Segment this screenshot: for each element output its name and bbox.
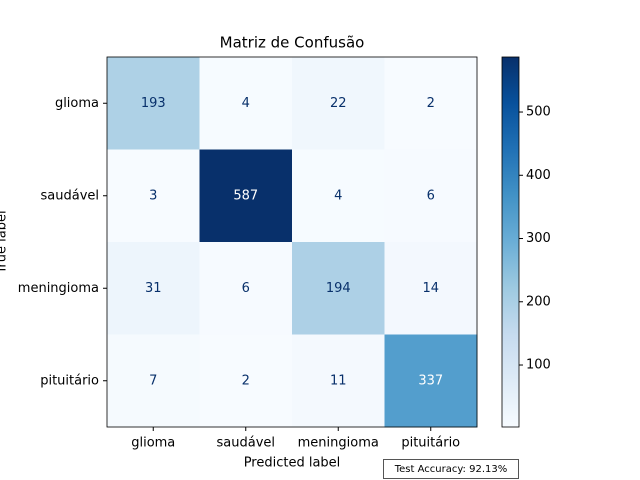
cell-label: 31: [145, 281, 162, 296]
cell-label: 587: [233, 188, 258, 203]
colorbar: [501, 56, 520, 428]
cell-label: 6: [242, 281, 250, 296]
cell-label: 337: [418, 373, 443, 388]
cell: [199, 242, 293, 335]
cell: [107, 242, 200, 335]
x-tick-label: saudável: [217, 436, 276, 451]
cell: [292, 57, 385, 150]
y-tick-label: pituitário: [40, 373, 99, 388]
y-axis-label: True label: [0, 210, 10, 274]
cell: [199, 334, 293, 428]
annotation: Test Accuracy: 92.13%: [394, 464, 507, 475]
y-tick-label: glioma: [55, 96, 99, 111]
cell-label: 22: [330, 96, 347, 111]
cell: [292, 149, 385, 243]
cell: [199, 149, 293, 243]
colorbar-tick-label: 500: [526, 105, 551, 120]
cell: [292, 334, 385, 428]
cell: [199, 57, 293, 150]
cell-label: 2: [427, 96, 435, 111]
colorbar-tick-label: 200: [526, 294, 551, 309]
annotation-box: [383, 459, 519, 479]
cell-label: 2: [242, 373, 250, 388]
colorbar-tick-label: 100: [526, 358, 551, 373]
cell-label: 4: [242, 96, 250, 111]
y-tick-label: saudável: [41, 188, 100, 203]
x-axis-label: Predicted label: [244, 456, 341, 471]
x-tick-label: meningioma: [298, 436, 379, 451]
colorbar-tick-label: 400: [526, 168, 551, 183]
cell-label: 14: [422, 281, 439, 296]
cell-label: 11: [330, 373, 347, 388]
cell: [107, 149, 200, 243]
colorbar-tick-label: 300: [526, 231, 551, 246]
cell: [292, 242, 385, 335]
x-tick-label: glioma: [131, 436, 175, 451]
y-tick-label: meningioma: [18, 281, 99, 296]
cell: [384, 334, 478, 428]
cell-label: 7: [149, 373, 157, 388]
cell: [107, 334, 200, 428]
cell: [384, 149, 478, 243]
cell-label: 194: [326, 281, 351, 296]
cell-label: 4: [334, 188, 342, 203]
cell-label: 6: [427, 188, 435, 203]
cell: [384, 57, 478, 150]
x-tick-label: pituitário: [401, 436, 460, 451]
chart-title: Matriz de Confusão: [220, 34, 365, 52]
cell: [107, 57, 200, 150]
cell-label: 193: [141, 96, 166, 111]
plot-frame: [106, 56, 478, 428]
cell-label: 3: [149, 188, 157, 203]
cell: [384, 242, 478, 335]
